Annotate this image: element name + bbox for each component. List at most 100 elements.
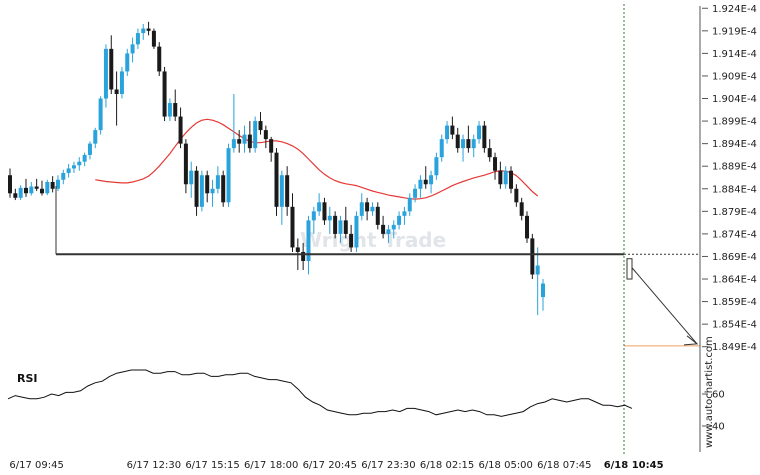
candle-body [215, 175, 220, 189]
x-tick-label: 6/17 23:30 [361, 460, 415, 471]
y-tick-label: 1.864E-4 [712, 275, 757, 286]
y-tick-label: 1.919E-4 [712, 26, 757, 37]
y-tick-label: 1.849E-4 [712, 342, 757, 353]
candle-body [439, 139, 444, 158]
candle-body [61, 172, 66, 180]
candle-body [541, 283, 545, 298]
candle-body [103, 48, 108, 99]
forecast-arrow-line [631, 267, 698, 345]
y-tick-label: 1.894E-4 [712, 139, 757, 150]
moving-average-layer [95, 118, 539, 200]
candle-body [290, 206, 295, 248]
y-tick-label: 1.924E-4 [712, 4, 757, 15]
candle-body [109, 48, 114, 90]
candlestick-series [8, 21, 545, 316]
candle-body [434, 157, 439, 176]
candle-body [242, 134, 247, 144]
candle-body [82, 154, 87, 162]
candle-body [381, 224, 386, 234]
y-tick-label: 1.879E-4 [712, 207, 757, 218]
candle-body [301, 251, 306, 261]
candle-body [13, 193, 18, 198]
candle-body [194, 170, 199, 207]
candle-body [530, 238, 535, 275]
y-tick-label: 1.914E-4 [712, 49, 757, 60]
candle-body [178, 116, 183, 144]
candle-body [279, 175, 284, 207]
candle-body [359, 202, 364, 216]
y-tick-label: 1.889E-4 [712, 162, 757, 173]
candle-body [349, 233, 354, 248]
candle-body [8, 175, 12, 194]
x-tick-label: 6/18 02:15 [420, 460, 474, 471]
y-tick-label: 1.854E-4 [712, 320, 757, 331]
rsi-title: RSI [17, 372, 38, 385]
x-tick-label: 6/17 18:00 [244, 460, 298, 471]
y-tick-label: 1.884E-4 [712, 184, 757, 195]
candle-body [167, 103, 172, 117]
candle-body [317, 202, 322, 212]
candle-body [466, 139, 471, 149]
candle-body [55, 179, 60, 189]
candle-body [535, 265, 540, 275]
y-axis: 1.924E-4 1.919E-4 1.914E-4 1.909E-4 1.904E-4… [699, 4, 757, 452]
candle-body [450, 125, 455, 135]
rsi-tick-label: 60 [712, 390, 725, 401]
candle-body [482, 125, 487, 149]
candle-body [221, 175, 226, 203]
candle-body [199, 175, 204, 207]
y-tick-label: 1.874E-4 [712, 229, 757, 240]
candle-body [285, 175, 290, 207]
candle-body [93, 130, 98, 144]
candle-body [375, 206, 380, 225]
rsi-line [7, 369, 633, 417]
candle-body [370, 206, 375, 212]
candle-body [311, 211, 316, 221]
candle-body [23, 187, 28, 194]
x-tick-label: 6/17 20:45 [303, 460, 357, 471]
x-tick-label: 6/18 10:45 [604, 460, 664, 471]
candle-body [45, 182, 50, 194]
candle-body [162, 71, 167, 117]
candle-body [130, 44, 135, 54]
candle-body [39, 188, 44, 194]
x-tick-label: 6/18 05:00 [478, 460, 532, 471]
candle-body [471, 139, 476, 149]
candle-body [477, 125, 482, 140]
candle-body [391, 224, 396, 230]
candle-body [157, 46, 162, 72]
x-tick-label: 6/17 12:30 [127, 460, 181, 471]
candle-body [274, 152, 279, 207]
candle-body [146, 28, 151, 31]
candle-body [407, 197, 412, 212]
candle-body [423, 179, 428, 185]
candle-body [365, 202, 370, 212]
candle-body [135, 33, 140, 45]
y-tick-label: 1.859E-4 [712, 297, 757, 308]
candle-body [402, 211, 407, 216]
candle-body [173, 103, 178, 117]
candle-body [519, 202, 524, 216]
candle-body [514, 188, 519, 203]
candle-body [498, 170, 503, 185]
candle-body [253, 121, 258, 149]
x-tick-label: 6/18 07:45 [537, 460, 591, 471]
y-tick-label: 1.899E-4 [712, 117, 757, 128]
candle-body [210, 188, 215, 194]
candle-body [151, 30, 156, 47]
candle-body [50, 182, 55, 189]
x-tick-label: 6/17 09:45 [9, 460, 63, 471]
candle-body [503, 170, 508, 185]
forecast-arrow-head [683, 335, 699, 346]
candle-body [205, 175, 210, 194]
candle-body [231, 139, 236, 149]
candle-body [343, 220, 348, 234]
candle-body [263, 130, 268, 140]
candle-body [183, 143, 188, 185]
candle-body [141, 28, 146, 34]
moving-average-line [95, 118, 539, 200]
candle-body [125, 53, 130, 72]
candle-body [295, 247, 300, 252]
candle-body [226, 148, 231, 203]
candle-body [386, 229, 391, 234]
